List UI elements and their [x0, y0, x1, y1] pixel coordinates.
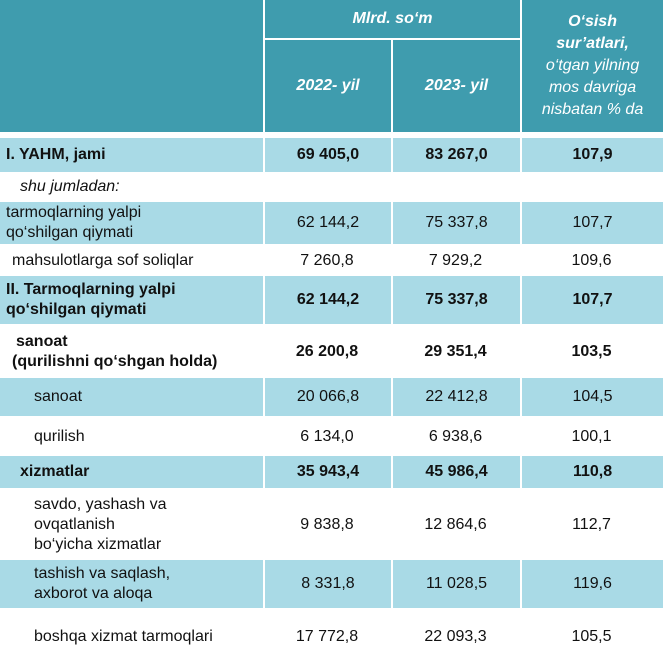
row-label: tashish va saqlash, axborot va aloqa: [0, 560, 263, 610]
cell-2023: 6 938,6: [391, 418, 521, 456]
cell-growth: 112,7: [520, 490, 664, 560]
table-row: savdo, yashash va ovqatlanish bo‘yicha x…: [0, 490, 664, 560]
header-growth-line1: O‘sish: [568, 13, 617, 30]
cell-2022: 62 144,2: [263, 276, 391, 326]
row-label-line2: qo‘shilgan qiymati: [6, 301, 147, 318]
header-growth-line4: mos davriga: [548, 79, 637, 96]
cell-2022: 9 838,8: [263, 490, 391, 560]
cell-2022: 6 134,0: [263, 418, 391, 456]
cell-2022: 69 405,0: [263, 138, 391, 172]
header-year-2022: 2022- yil: [263, 40, 391, 132]
cell-2023: 11 028,5: [391, 560, 521, 610]
cell-growth: 107,9: [520, 138, 664, 172]
cell-growth: 104,5: [520, 378, 664, 418]
header-row-top: Mlrd. so‘m O‘sish sur’atlari, o‘tgan yil…: [0, 0, 664, 132]
cell-growth: 107,7: [520, 202, 664, 246]
cell-2023: 83 267,0: [391, 138, 521, 172]
row-label: I. YAHM, jami: [0, 138, 263, 172]
row-label-line1: savdo, yashash va: [34, 496, 167, 513]
cell-2022: 7 260,8: [263, 246, 391, 276]
cell-2022: 62 144,2: [263, 202, 391, 246]
row-label-line3: bo‘yicha xizmatlar: [34, 536, 162, 553]
header-year-2023: 2023- yil: [391, 40, 521, 132]
row-label: shu jumladan:: [0, 172, 664, 202]
cell-2023: 75 337,8: [391, 202, 521, 246]
table-row: qurilish 6 134,0 6 938,6 100,1: [0, 418, 664, 456]
cell-growth: 107,7: [520, 276, 664, 326]
cell-2022: 26 200,8: [263, 326, 391, 378]
header-growth-line3: o‘tgan yilning: [545, 57, 640, 74]
table-row: tarmoqlarning yalpi qo‘shilgan qiymati 6…: [0, 202, 664, 246]
table-row: sanoat 20 066,8 22 412,8 104,5: [0, 378, 664, 418]
row-label: sanoat (qurilishni qo‘shgan holda): [0, 326, 263, 378]
row-label: mahsulotlarga sof soliqlar: [0, 246, 263, 276]
row-label: savdo, yashash va ovqatlanish bo‘yicha x…: [0, 490, 263, 560]
row-label-line1: tarmoqlarning yalpi: [6, 204, 142, 221]
row-label: II. Tarmoqlarning yalpi qo‘shilgan qiyma…: [0, 276, 263, 326]
cell-2023: 45 986,4: [391, 456, 521, 490]
table-row: II. Tarmoqlarning yalpi qo‘shilgan qiyma…: [0, 276, 664, 326]
table-row: mahsulotlarga sof soliqlar 7 260,8 7 929…: [0, 246, 664, 276]
row-label: sanoat: [0, 378, 263, 418]
table-row: shu jumladan:: [0, 172, 664, 202]
cell-growth: 105,5: [520, 610, 664, 664]
cell-growth: 109,6: [520, 246, 664, 276]
cell-2023: 29 351,4: [391, 326, 521, 378]
header-growth-line5: nisbatan % da: [541, 101, 644, 118]
row-label-line2: axborot va aloqa: [34, 585, 153, 602]
cell-growth: 100,1: [520, 418, 664, 456]
table-row: boshqa xizmat tarmoqlari 17 772,8 22 093…: [0, 610, 664, 664]
row-label-line2: qo‘shilgan qiymati: [6, 224, 134, 241]
row-label: tarmoqlarning yalpi qo‘shilgan qiymati: [0, 202, 263, 246]
header-growth: O‘sish sur’atlari, o‘tgan yilning mos da…: [520, 0, 664, 132]
row-label-line1: tashish va saqlash,: [34, 565, 171, 582]
row-label: qurilish: [0, 418, 263, 456]
cell-2022: 35 943,4: [263, 456, 391, 490]
header-growth-line2: sur’atlari,: [556, 35, 629, 52]
cell-2023: 7 929,2: [391, 246, 521, 276]
header-row-bottom: 2022- yil 2023- yil: [0, 40, 663, 132]
row-label-line1: sanoat: [16, 333, 68, 350]
cell-2023: 75 337,8: [391, 276, 521, 326]
header-blank-cell: [0, 0, 263, 132]
table-row: I. YAHM, jami 69 405,0 83 267,0 107,9: [0, 138, 664, 172]
cell-growth: 103,5: [520, 326, 664, 378]
table-row: xizmatlar 35 943,4 45 986,4 110,8: [0, 456, 664, 490]
row-label: boshqa xizmat tarmoqlari: [0, 610, 263, 664]
row-label-line1: II. Tarmoqlarning yalpi: [6, 281, 176, 298]
table-row: sanoat (qurilishni qo‘shgan holda) 26 20…: [0, 326, 664, 378]
row-label-line2: (qurilishni qo‘shgan holda): [12, 353, 218, 370]
cell-2022: 8 331,8: [263, 560, 391, 610]
header-units: Mlrd. so‘m: [263, 0, 521, 40]
cell-2022: 20 066,8: [263, 378, 391, 418]
cell-2023: 22 412,8: [391, 378, 521, 418]
row-label-line2: ovqatlanish: [34, 516, 115, 533]
cell-2022: 17 772,8: [263, 610, 391, 664]
row-label: xizmatlar: [0, 456, 263, 490]
cell-2023: 12 864,6: [391, 490, 521, 560]
cell-growth: 110,8: [520, 456, 664, 490]
table-row: tashish va saqlash, axborot va aloqa 8 3…: [0, 560, 664, 610]
cell-2023: 22 093,3: [391, 610, 521, 664]
cell-growth: 119,6: [520, 560, 664, 610]
